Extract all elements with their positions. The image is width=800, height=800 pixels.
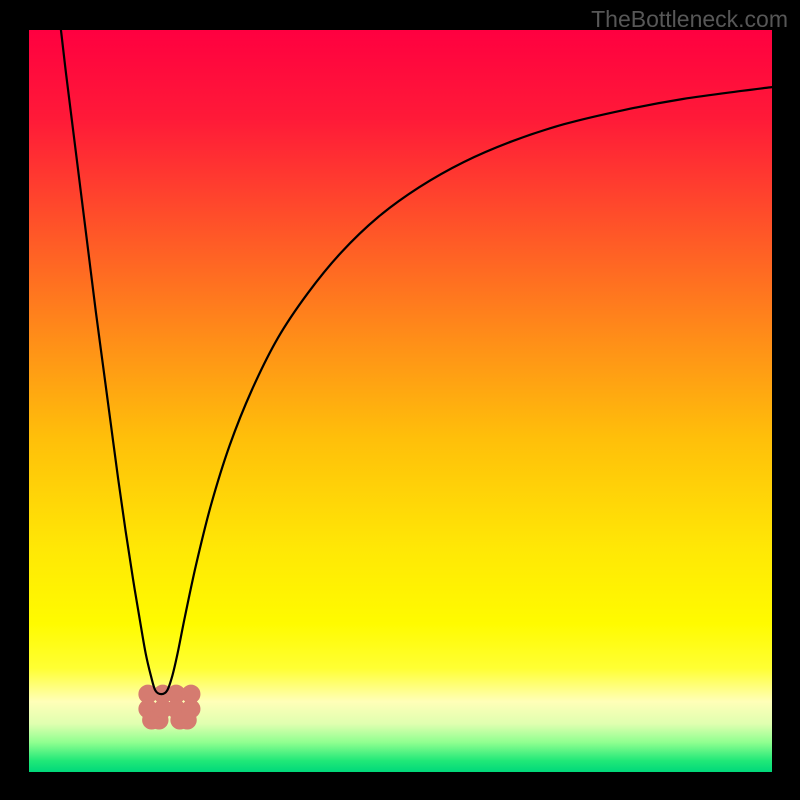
valley-marker-dot [182,685,200,703]
watermark-text: TheBottleneck.com [591,6,788,33]
plot-area [29,30,772,772]
plot-svg [29,30,772,772]
gradient-background [29,30,772,772]
chart-stage: TheBottleneck.com [0,0,800,800]
